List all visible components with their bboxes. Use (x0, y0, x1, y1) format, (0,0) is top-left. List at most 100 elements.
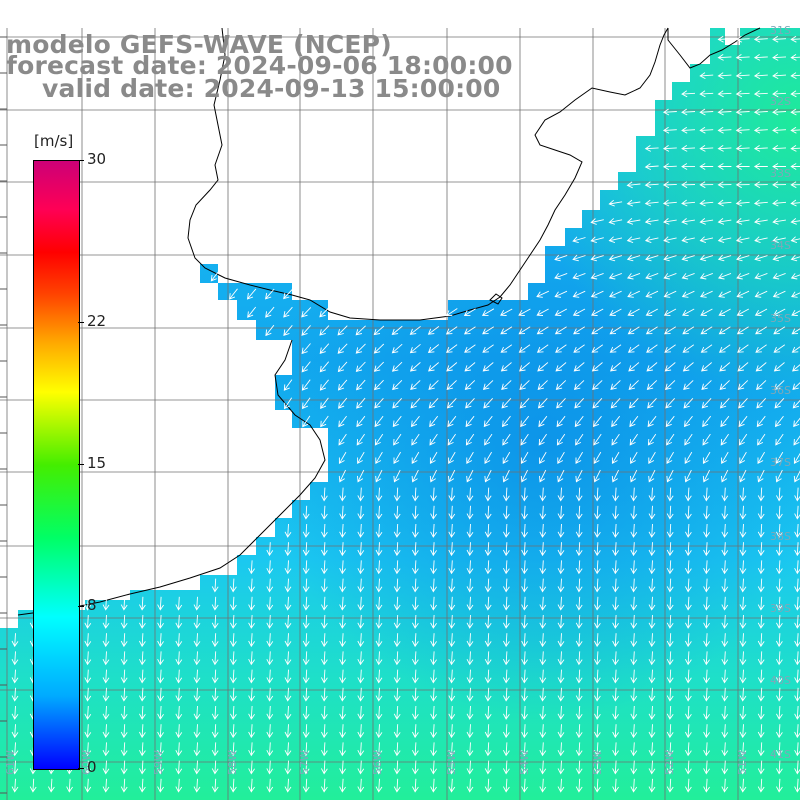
wind-arrow-icon (648, 705, 656, 720)
wind-arrow-icon (703, 487, 710, 502)
wind-arrow-icon (556, 415, 566, 428)
wind-arrow-icon (700, 290, 713, 298)
wind-arrow-icon (629, 415, 639, 428)
wind-arrow-icon (666, 633, 674, 648)
wind-arrow-icon (738, 433, 748, 446)
wind-arrow-icon (772, 145, 787, 152)
wind-arrow-icon (685, 705, 692, 720)
wind-arrow-icon (626, 181, 641, 189)
wind-arrow-icon (157, 596, 164, 611)
wind-arrow-icon (230, 614, 237, 629)
wind-arrow-icon (645, 326, 658, 335)
wind-arrow-icon (247, 306, 257, 318)
wind-arrow-icon (594, 633, 601, 648)
wind-arrow-icon (666, 542, 674, 557)
wind-arrow-icon (701, 380, 712, 391)
wind-arrow-icon (248, 724, 255, 739)
wind-arrow-icon (321, 687, 328, 702)
wind-arrow-icon (590, 290, 604, 298)
wind-arrow-icon (412, 560, 419, 575)
wind-arrow-icon (644, 163, 659, 171)
wind-arrow-icon (717, 199, 732, 207)
wind-arrow-icon (412, 523, 419, 538)
wind-arrow-icon (573, 380, 585, 391)
wind-arrow-icon (594, 742, 601, 757)
wind-arrow-icon (175, 742, 183, 757)
wind-arrow-icon (447, 415, 457, 428)
wind-arrow-icon (699, 163, 714, 170)
wind-arrow-icon (739, 669, 747, 684)
wind-arrow-icon (610, 397, 621, 409)
wind-arrow-icon (666, 778, 674, 793)
wind-arrow-icon (575, 523, 583, 538)
wind-arrow-icon (757, 578, 765, 593)
wind-arrow-icon (284, 578, 292, 593)
wind-arrow-icon (412, 669, 419, 684)
wind-arrow-icon (521, 633, 528, 648)
colorbar-tick-mark (78, 768, 84, 769)
wind-arrow-icon (572, 308, 586, 316)
latitude-label: 39S (770, 602, 791, 615)
wind-arrow-icon (575, 724, 583, 739)
wind-arrow-icon (484, 469, 492, 483)
wind-arrow-icon (500, 308, 513, 316)
wind-arrow-icon (139, 596, 146, 611)
latitude-label: 38S (770, 530, 791, 543)
wind-arrow-icon (755, 344, 767, 353)
wind-arrow-icon (409, 325, 421, 335)
longitude-label: 59W (152, 750, 165, 775)
wind-arrow-icon (774, 415, 784, 428)
wind-arrow-icon (737, 344, 749, 353)
wind-arrow-icon (735, 108, 750, 116)
wind-arrow-icon (11, 633, 19, 648)
wind-arrow-icon (772, 181, 787, 189)
wind-arrow-icon (211, 614, 219, 629)
wind-arrow-icon (666, 523, 674, 538)
latitude-label: 35S (770, 312, 791, 325)
wind-arrow-icon (193, 760, 201, 775)
wind-arrow-icon (791, 346, 800, 353)
wind-arrow-icon (483, 415, 493, 428)
wind-arrow-icon (410, 380, 421, 391)
wind-arrow-icon (446, 397, 457, 409)
wind-arrow-icon (739, 633, 747, 648)
wind-arrow-icon (393, 705, 401, 720)
wind-arrow-icon (337, 379, 348, 391)
wind-arrow-icon (266, 633, 274, 648)
wind-arrow-icon (448, 651, 456, 666)
wind-arrow-icon (357, 614, 365, 629)
wind-arrow-icon (776, 778, 783, 793)
wind-arrow-icon (193, 687, 201, 702)
wind-arrow-icon (628, 397, 639, 409)
wind-arrow-icon (375, 560, 383, 575)
wind-arrow-icon (284, 523, 292, 538)
wind-arrow-icon (337, 325, 348, 336)
wind-arrow-icon (338, 469, 347, 483)
wind-arrow-icon (776, 633, 783, 648)
wind-arrow-icon (120, 724, 128, 739)
wind-arrow-icon (681, 90, 696, 98)
wind-arrow-icon (338, 433, 347, 446)
wind-arrow-icon (575, 669, 583, 684)
wind-arrow-icon (757, 523, 765, 538)
wind-arrow-icon (484, 596, 492, 611)
wind-arrow-icon (754, 218, 768, 225)
wind-arrow-icon (175, 633, 183, 648)
wind-arrow-icon (448, 742, 456, 757)
wind-arrow-icon (375, 705, 383, 720)
wind-arrow-icon (301, 379, 311, 391)
wind-arrow-icon (702, 415, 712, 428)
wind-arrow-icon (608, 199, 623, 207)
wind-arrow-icon (175, 724, 183, 739)
wind-arrow-icon (721, 742, 729, 757)
wind-arrow-icon (463, 308, 476, 316)
wind-arrow-icon (773, 362, 785, 372)
wind-arrow-icon (699, 126, 714, 134)
wind-arrow-icon (430, 614, 437, 629)
wind-arrow-icon (594, 596, 601, 611)
wind-arrow-icon (575, 742, 583, 757)
wind-arrow-icon (575, 451, 583, 465)
wind-arrow-icon (630, 614, 638, 629)
wind-arrow-icon (735, 218, 750, 225)
wind-arrow-icon (630, 560, 638, 575)
